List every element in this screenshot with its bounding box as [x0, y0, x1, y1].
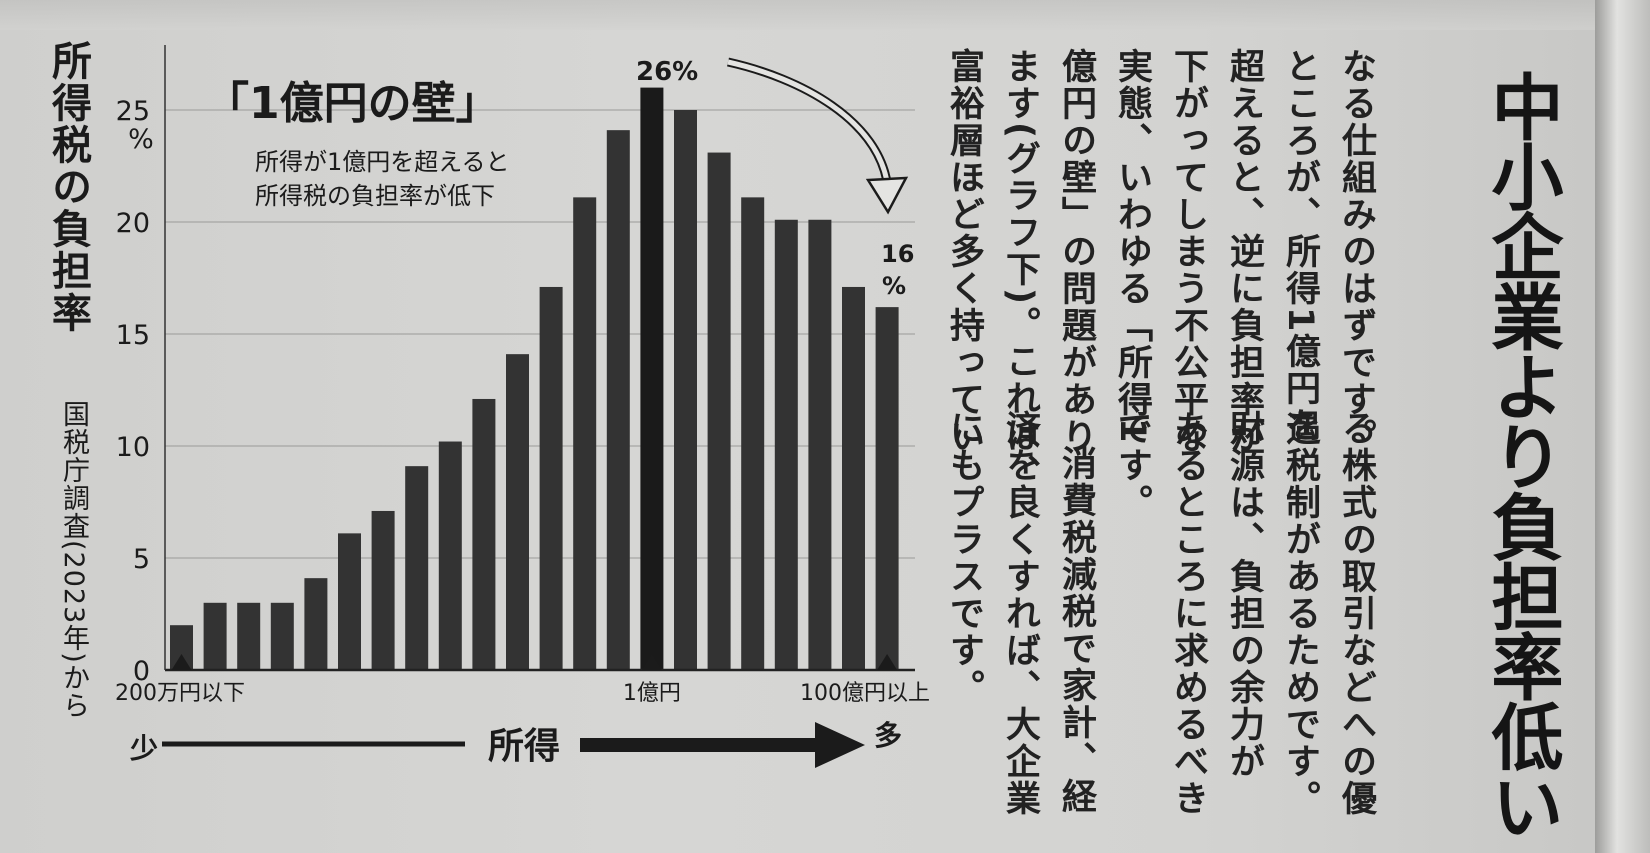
- x-marker-triangle: [877, 654, 898, 670]
- chart-bar: [674, 110, 697, 670]
- chart-bar: [304, 578, 328, 670]
- chart-bar: [774, 219, 798, 670]
- income-axis-arrow: [162, 722, 865, 768]
- y-tick-label: 5: [133, 544, 150, 575]
- chart-title: 「1億円の壁」: [205, 78, 500, 129]
- article-column-16: にもプラスです。: [944, 410, 984, 706]
- end-value-number: 16: [881, 240, 914, 268]
- y-tick-label: 20: [116, 208, 150, 239]
- chart-bar: [170, 625, 193, 670]
- chart-bar: [808, 219, 832, 670]
- chart-axis: [164, 45, 915, 672]
- chart-bar: [707, 152, 731, 670]
- article-column-14: 消費税減税で家計、経: [1056, 445, 1096, 815]
- chart-bar: [203, 602, 227, 670]
- x-marker-label: 200万円以下: [115, 681, 245, 706]
- chart-source: 国税庁調査(2023年)から: [58, 400, 89, 720]
- y-tick-label: 15: [116, 320, 150, 351]
- chart-bar: [270, 602, 294, 670]
- chart-bar: [539, 286, 563, 670]
- article-column-10: 遇税制があるためです。: [1280, 410, 1320, 817]
- article-column-11: 財源は、負担の余力が: [1224, 410, 1264, 780]
- y-unit-label: %: [128, 124, 154, 155]
- x-marker-label: 100億円以上: [800, 681, 930, 706]
- article-column-2: ところが、所得1億円を: [1280, 48, 1320, 445]
- chart-bar: [842, 286, 865, 670]
- headline: 中小企業より負担率低い: [1479, 70, 1563, 840]
- page-fold: [1595, 0, 1650, 853]
- chart-bar: [573, 197, 597, 671]
- x-marker-label: 1億円: [623, 681, 681, 706]
- chart-bar: [237, 602, 261, 670]
- x-axis-high-label: 多: [874, 719, 902, 752]
- peak-value-label: 26%: [636, 57, 698, 87]
- chart-subtitle-1: 所得が1億円を超えると: [255, 148, 510, 176]
- article-column-12: あるところに求めるべき: [1168, 410, 1208, 817]
- chart-bars: [170, 87, 899, 671]
- chart-bar: [606, 130, 630, 670]
- y-tick-labels: 0 5 10 15 20 25%: [116, 96, 154, 687]
- article-column-4: 下がってしまう不公平な: [1168, 48, 1208, 455]
- chart-bar: [506, 354, 529, 670]
- article-column-6: 億円の壁」の問題があり: [1056, 48, 1096, 455]
- decline-arrow: [727, 57, 909, 215]
- chart-bar: [338, 533, 361, 670]
- x-marker-triangle: [641, 654, 662, 670]
- chart-bar: [472, 398, 496, 670]
- y-tick-label: 25: [116, 96, 150, 127]
- x-markers: 200万円以下 1億円 100億円以上: [115, 654, 930, 706]
- article-column-9: る株式の取引などへの優: [1336, 410, 1376, 817]
- article-column-15: 済を良くすれば、大企業: [1000, 410, 1040, 817]
- article-column-8: 富裕層ほど多く持ってい: [944, 48, 984, 455]
- x-marker-triangle: [171, 654, 192, 670]
- y-tick-label: 10: [116, 432, 150, 463]
- chart-bar: [371, 510, 395, 670]
- article-column-13: です。: [1112, 410, 1152, 521]
- chart-bar: [875, 307, 899, 670]
- x-axis-label: 所得: [488, 726, 560, 767]
- end-value-unit: %: [882, 272, 906, 300]
- article-column-7: ます(グラフ下)。これは、: [1000, 48, 1040, 491]
- article-column-5: 実態、いわゆる「所得1: [1112, 48, 1152, 445]
- chart-bar: [741, 197, 765, 671]
- top-edge-shadow: [0, 0, 1595, 30]
- chart-bar: [438, 441, 462, 670]
- y-axis-label: 所得税の負担率: [45, 40, 91, 334]
- chart-subtitle-2: 所得税の負担率が低下: [255, 182, 495, 210]
- chart-bar: [640, 87, 664, 671]
- x-axis-low-label: 少: [130, 732, 158, 765]
- chart-bar: [405, 466, 429, 670]
- y-tick-label: 0: [133, 656, 150, 687]
- article-column-1: なる仕組みのはずです。: [1336, 48, 1376, 455]
- article-column-3: 超えると、逆に負担率が: [1224, 48, 1264, 455]
